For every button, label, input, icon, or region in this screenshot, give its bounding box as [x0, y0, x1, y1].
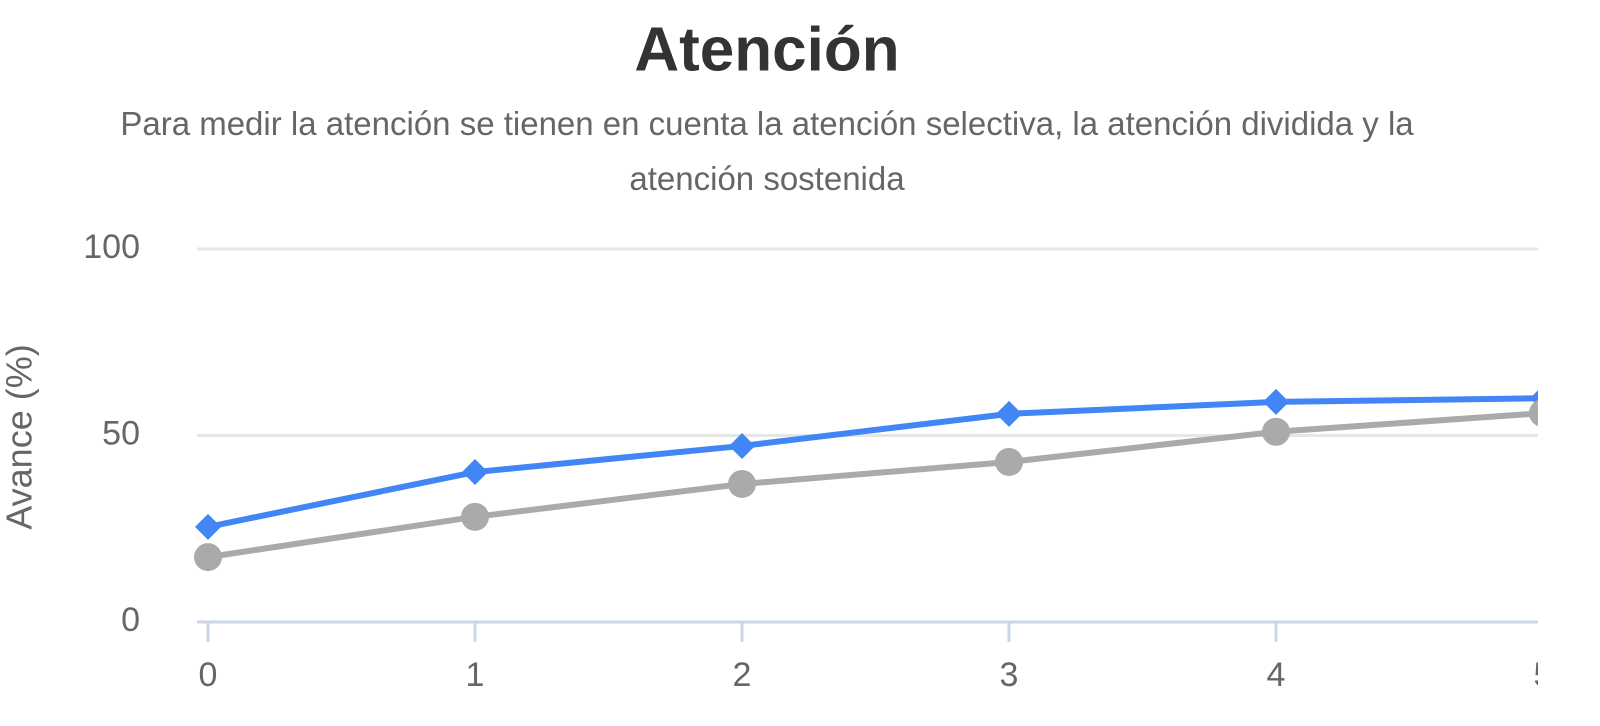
- point: [729, 432, 755, 459]
- series-line: [207, 395, 1538, 530]
- y-tick-label: 0: [121, 601, 140, 639]
- y-tick-label: 50: [102, 414, 140, 452]
- point: [1262, 417, 1290, 446]
- chart: Atención Avance (%) 0 50 100 0 1 2 3 4 5: [0, 15, 1538, 694]
- chart-subtitle: Para medir la atención se tienen en cuen…: [120, 105, 1414, 197]
- x-tick-label: 2: [733, 656, 752, 694]
- series-line: [207, 410, 1538, 561]
- point: [195, 513, 221, 540]
- y-tick-label: 100: [83, 228, 140, 266]
- x-tick-label: 5: [1534, 656, 1538, 694]
- point: [194, 543, 222, 572]
- chart-title: Atención: [634, 15, 899, 84]
- x-tick-label: 1: [466, 656, 485, 694]
- point: [462, 459, 488, 486]
- point: [995, 447, 1023, 476]
- point: [1263, 388, 1289, 415]
- point: [728, 469, 756, 498]
- point: [1529, 400, 1538, 427]
- x-tick-label: 4: [1267, 656, 1286, 694]
- x-tick-label: 0: [199, 656, 218, 694]
- x-tick-label: 3: [1000, 656, 1019, 694]
- point: [996, 400, 1022, 427]
- point: [461, 502, 489, 531]
- y-axis-title: Avance (%): [0, 344, 40, 529]
